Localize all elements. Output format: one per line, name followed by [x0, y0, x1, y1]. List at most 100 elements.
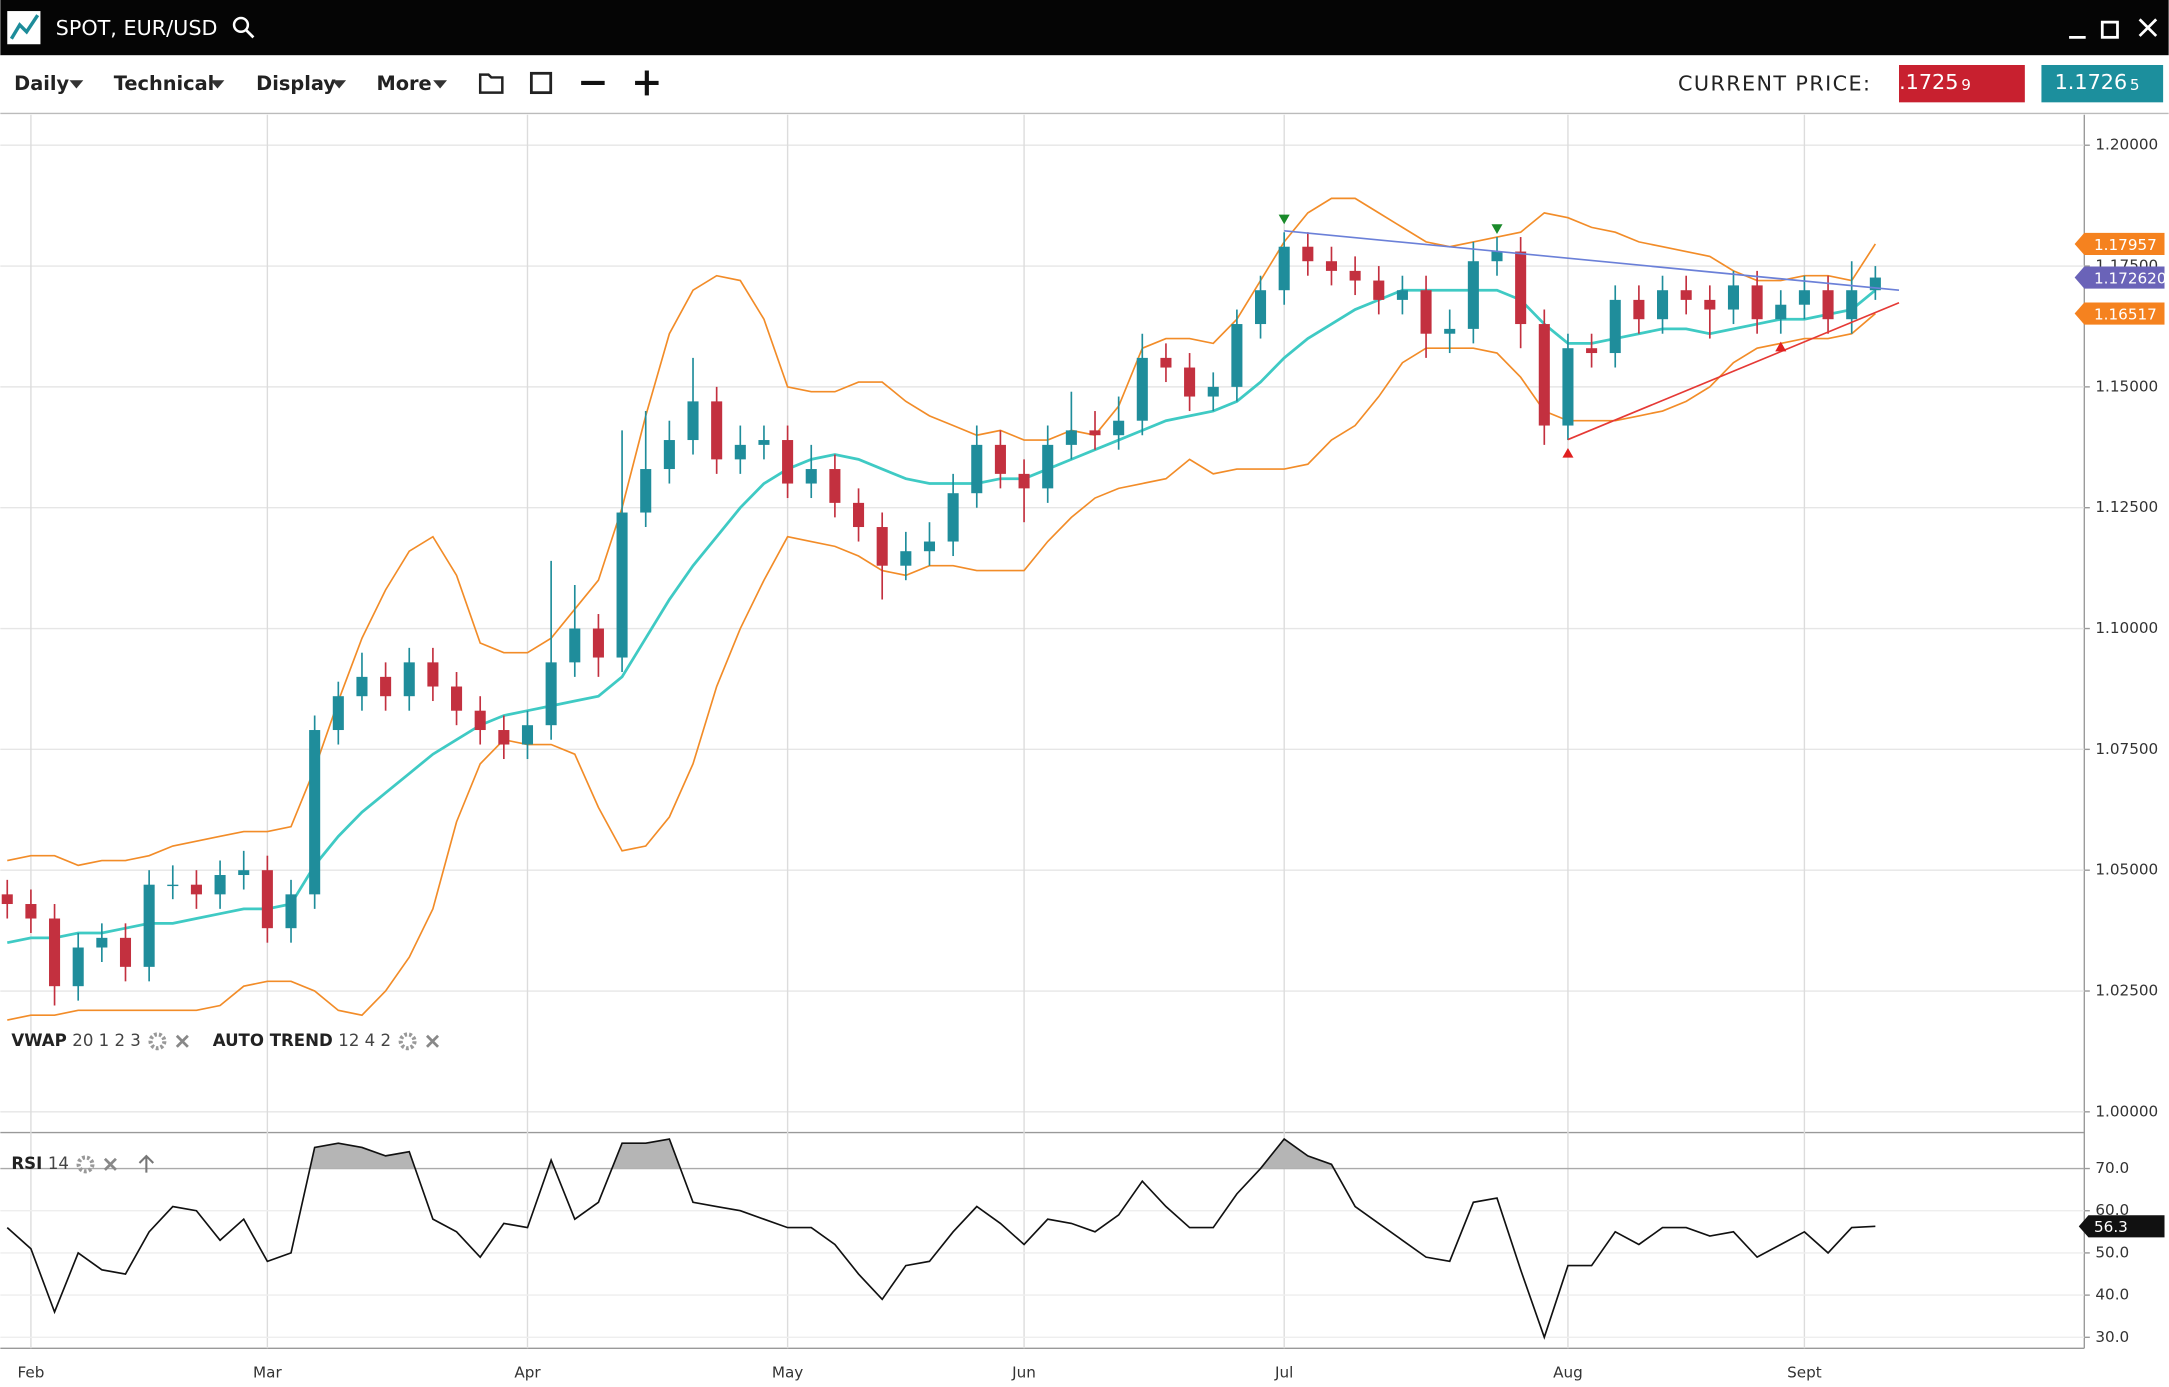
- y-tick-label: 1.15000: [2095, 377, 2158, 395]
- candle-body: [1467, 261, 1479, 329]
- candle-body: [1538, 324, 1550, 426]
- candle-body: [25, 904, 37, 919]
- ask-pip: 5: [2130, 76, 2140, 94]
- open-button[interactable]: [478, 73, 504, 94]
- save-button[interactable]: [529, 71, 553, 95]
- menu-more[interactable]: More: [376, 72, 431, 95]
- price-marker: [2074, 302, 2165, 325]
- search-icon[interactable]: [232, 16, 255, 39]
- candle-body: [569, 628, 581, 663]
- candle-body: [1065, 430, 1077, 445]
- y-tick-label: 1.00000: [2095, 1102, 2158, 1120]
- candle-body: [1515, 251, 1527, 325]
- candle-body: [923, 541, 936, 552]
- candle-body: [72, 947, 84, 987]
- rsi-value-label: 56.3: [2094, 1218, 2128, 1236]
- candle-body: [1231, 324, 1243, 387]
- popout-button[interactable]: [2100, 20, 2119, 39]
- candle-body: [1184, 367, 1196, 397]
- rsi-tick-label: 30.0: [2095, 1328, 2129, 1346]
- candle-body: [1562, 348, 1574, 426]
- candle-body: [285, 894, 297, 929]
- candle-body: [687, 401, 699, 441]
- y-tick-label: 1.07500: [2095, 740, 2158, 758]
- candle-body: [261, 870, 273, 929]
- pivot-marker: [1278, 214, 1290, 225]
- menu-daily[interactable]: Daily: [14, 72, 69, 95]
- candle-body: [1255, 290, 1267, 325]
- x-tick-label: Aug: [1553, 1364, 1583, 1382]
- rsi-overbought-fill: [309, 1139, 1334, 1169]
- logo-line: [9, 14, 40, 40]
- remove-icon[interactable]: [103, 1157, 117, 1171]
- candle-body: [1657, 290, 1669, 320]
- candle-body: [876, 527, 888, 566]
- rsi-tick-label: 40.0: [2095, 1286, 2129, 1304]
- candle-body: [1798, 290, 1810, 305]
- vwap-line: [6, 288, 1877, 945]
- settings-icon[interactable]: [398, 1032, 417, 1051]
- toolbar: [0, 55, 2169, 114]
- close-button[interactable]: [2138, 18, 2158, 37]
- candle-body: [1727, 285, 1740, 310]
- candle-body: [853, 502, 865, 528]
- remove-icon[interactable]: [425, 1034, 440, 1048]
- trend-line: [1284, 229, 1900, 292]
- pivot-marker: [1775, 341, 1787, 352]
- candle-body: [734, 444, 746, 460]
- candle-body: [1869, 277, 1881, 291]
- y-tick-label: 1.02500: [2095, 982, 2158, 1000]
- candle-body: [663, 440, 675, 470]
- indicator-params: 20 1 2 3: [72, 1031, 141, 1050]
- window-title: SPOT, EUR/USD: [56, 16, 218, 40]
- price-marker-label: 1.17957: [2094, 236, 2157, 254]
- x-tick-label: Apr: [514, 1364, 541, 1382]
- ask-price: 1.1726: [2055, 70, 2128, 94]
- candle-body: [1420, 290, 1432, 334]
- settings-icon[interactable]: [76, 1155, 95, 1174]
- candle-body: [238, 870, 250, 876]
- candle-body: [640, 469, 652, 513]
- pivot-marker: [1562, 447, 1574, 458]
- candle-body: [1586, 348, 1598, 354]
- ask-box[interactable]: [2041, 64, 2164, 103]
- x-tick-label: Sept: [1787, 1364, 1822, 1382]
- menu-display[interactable]: Display: [256, 72, 336, 95]
- zoom-in-button[interactable]: [635, 70, 659, 96]
- candle-body: [711, 401, 723, 460]
- candle-body: [1704, 299, 1716, 310]
- candle-body: [474, 710, 486, 731]
- candle-body: [592, 628, 604, 658]
- candle-body: [1302, 246, 1314, 262]
- candle-body: [1373, 280, 1385, 300]
- candle-body: [1680, 290, 1692, 300]
- candle-body: [1396, 290, 1408, 300]
- candle-body: [167, 884, 179, 887]
- candle-body: [190, 884, 202, 895]
- settings-icon[interactable]: [148, 1032, 167, 1051]
- candle-body: [356, 676, 368, 697]
- candle-body: [1325, 261, 1338, 271]
- indicator-name: AUTO TREND: [213, 1031, 333, 1050]
- candle-body: [1, 894, 13, 905]
- move-up-icon[interactable]: [138, 1154, 155, 1173]
- indicator-params: 12 4 2: [338, 1031, 391, 1050]
- candle-body: [119, 937, 132, 967]
- menu-caret: [69, 80, 84, 89]
- candle-body: [545, 662, 557, 726]
- title-bar: [0, 0, 2169, 56]
- candle-body: [1160, 357, 1172, 368]
- trend-line: [1567, 302, 1900, 441]
- candle-body: [403, 662, 415, 697]
- remove-icon[interactable]: [175, 1034, 189, 1048]
- menu-technical[interactable]: Technical: [114, 72, 215, 95]
- candle-body: [1089, 430, 1101, 436]
- candle-body: [782, 440, 794, 484]
- price-marker-label: 1.172620: [2094, 269, 2167, 287]
- candle-body: [1278, 246, 1290, 291]
- candle-body: [1491, 251, 1503, 262]
- bid-box[interactable]: [1898, 64, 2025, 103]
- menu-caret: [332, 80, 347, 89]
- menu-caret: [433, 80, 448, 89]
